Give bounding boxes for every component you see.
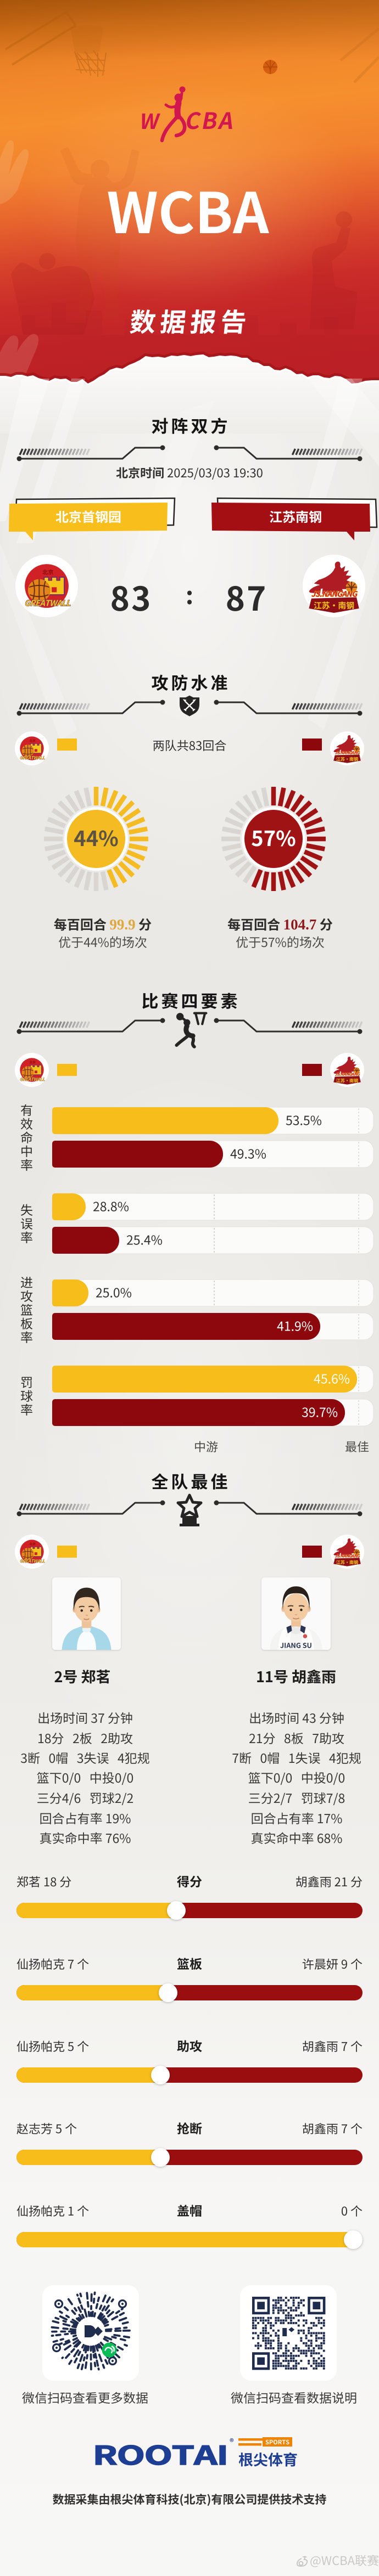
svg-text:得分: 得分 — [177, 1872, 202, 1890]
svg-text:41.9%: 41.9% — [277, 1316, 313, 1335]
svg-text:JIANG SU: JIANG SU — [280, 1639, 312, 1650]
svg-text:25.4%: 25.4% — [126, 1230, 163, 1249]
svg-text:45.6%: 45.6% — [314, 1369, 350, 1388]
svg-text:抢断: 抢断 — [177, 2118, 202, 2137]
svg-text:49.3%: 49.3% — [230, 1144, 266, 1163]
svg-text:胡鑫雨 7 个: 胡鑫雨 7 个 — [302, 2037, 363, 2055]
svg-text:盖帽: 盖帽 — [177, 2201, 202, 2219]
svg-text:许晨妍 9 个: 许晨妍 9 个 — [302, 1955, 363, 1972]
svg-text:0 个: 0 个 — [341, 2202, 363, 2219]
svg-text:江苏南钢: 江苏南钢 — [269, 506, 322, 526]
svg-text:ROOTAI: ROOTAI — [93, 2434, 228, 2472]
svg-text:57%: 57% — [251, 822, 296, 852]
svg-text:胡鑫雨 7 个: 胡鑫雨 7 个 — [302, 2120, 363, 2137]
svg-text:仙扬帕克 7 个: 仙扬帕克 7 个 — [16, 1955, 89, 1972]
svg-text:赵志芳 5 个: 赵志芳 5 个 — [16, 2120, 77, 2137]
svg-text:25.0%: 25.0% — [96, 1283, 132, 1301]
svg-text:39.7%: 39.7% — [302, 1402, 338, 1421]
svg-text:根尖体育: 根尖体育 — [238, 2448, 298, 2470]
svg-text:仙扬帕克 5 个: 仙扬帕克 5 个 — [16, 2037, 89, 2055]
svg-text:郑茗 18 分: 郑茗 18 分 — [16, 1873, 71, 1890]
svg-text:篮板: 篮板 — [177, 1954, 202, 1972]
svg-text:44%: 44% — [74, 822, 118, 852]
svg-text:53.5%: 53.5% — [286, 1111, 322, 1129]
svg-text:SPORTS: SPORTS — [265, 2438, 289, 2447]
svg-text:CBA: CBA — [183, 103, 239, 135]
svg-text:助攻: 助攻 — [177, 2036, 202, 2055]
svg-text:28.8%: 28.8% — [93, 1197, 129, 1215]
svg-text:W: W — [137, 105, 162, 135]
svg-text:胡鑫雨 21 分: 胡鑫雨 21 分 — [296, 1873, 363, 1890]
svg-text:®: ® — [230, 2436, 234, 2448]
svg-text:北京首钢园: 北京首钢园 — [55, 506, 121, 526]
svg-text:仙扬帕克 1 个: 仙扬帕克 1 个 — [16, 2202, 89, 2219]
